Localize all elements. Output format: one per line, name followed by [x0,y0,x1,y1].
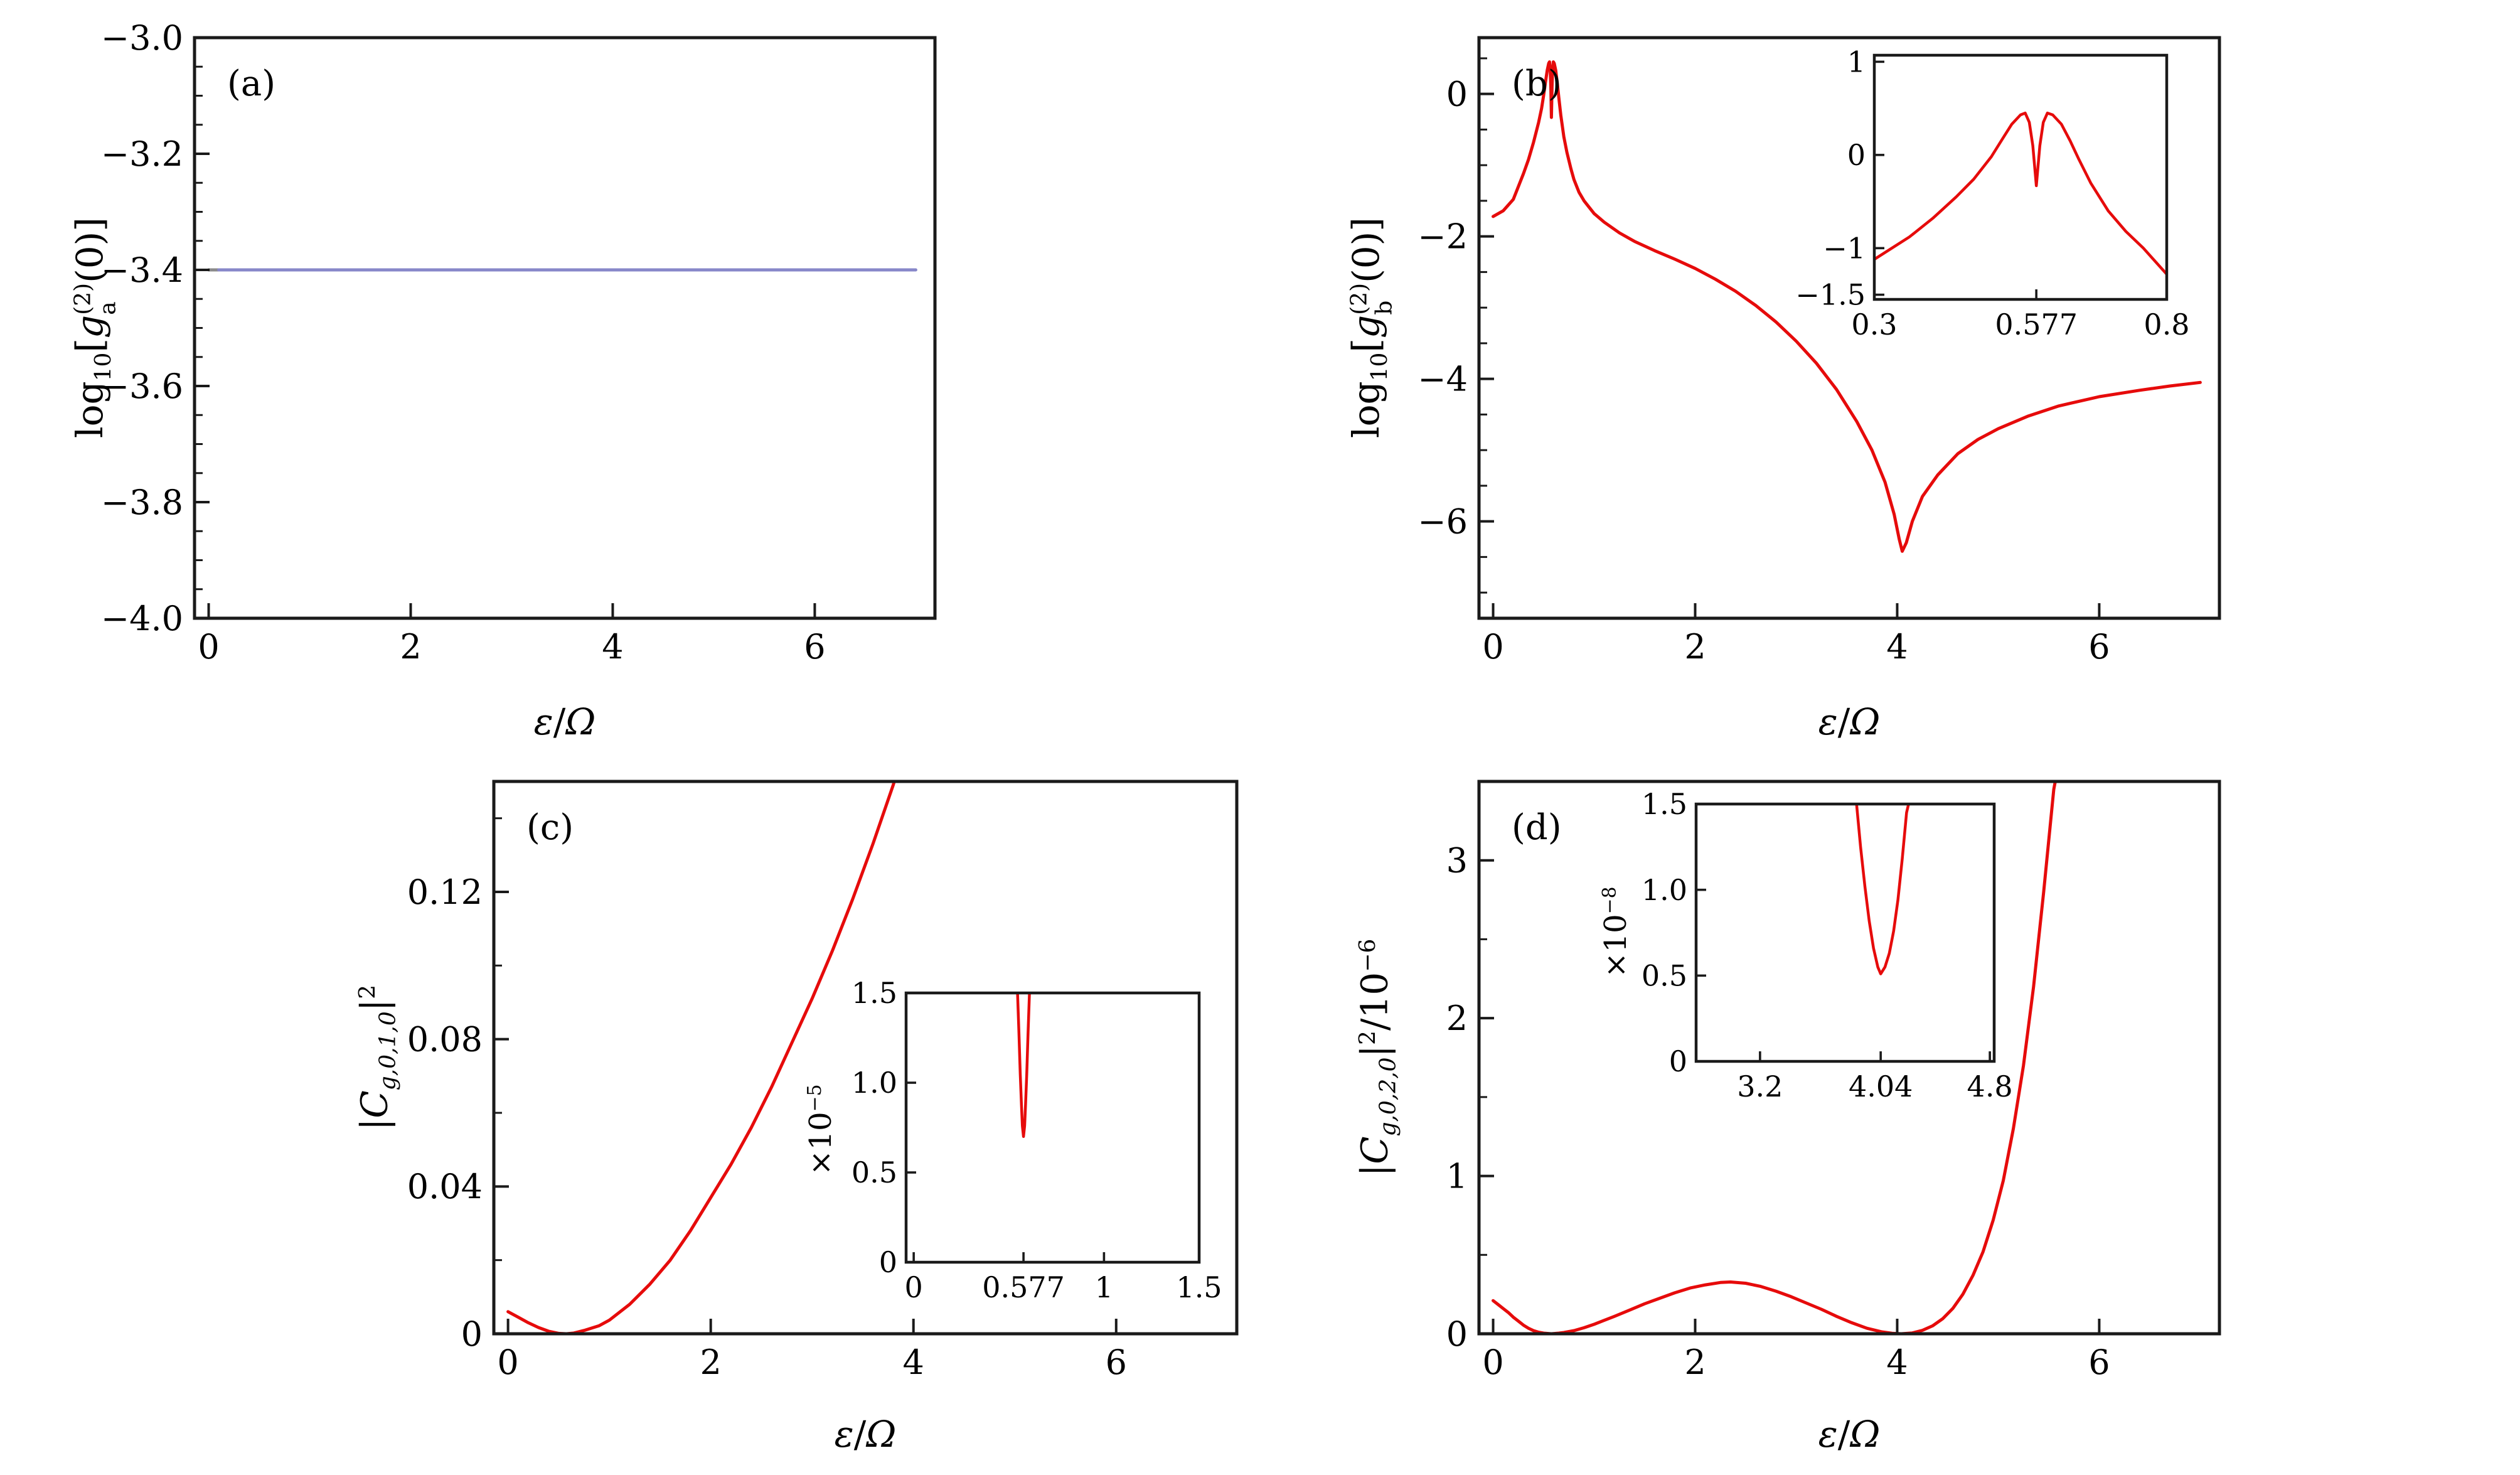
panel-b-inset-x-tick-label-2: 0.8 [2144,308,2189,341]
panel-d-curve-d-coefficient-curve [1492,781,2057,1334]
panel-d-inset-x-tick-label-0: 3.2 [1737,1070,1783,1103]
panel-a-ylabel: log10[g (2) a (0)] [68,217,120,438]
panel-b: 0 2 4 6 0 −2 −4 −6 (b) [1418,36,2221,667]
stacked-subsup: (2) a [70,282,120,315]
panel-c-inset: 0 0.577 1 1.5 0 0.5 1.0 1.5 [852,976,1222,1304]
panel-d-x-tick-label-1: 2 [1684,1343,1706,1382]
panel-a-x-tick-label-1: 2 [400,627,421,667]
panel-b-inset-frame [1872,53,2169,301]
panel-b-y-tick-label-0: 0 [1446,75,1468,114]
panel-a: 0 2 4 6 −3.0 −3.2 −3.4 −3.6 −3.8 −4.0 (a) [101,18,937,667]
panel-c-inset-y-tick-label-3: 1.5 [852,976,897,1010]
panel-b-x-tick-label-2: 4 [1886,627,1908,667]
panel-c-y-tick-label-3: 0.12 [407,872,483,912]
panel-b-inset-y-tick-label-3: −1.5 [1795,278,1866,312]
panel-d-x-tick-label-3: 6 [2088,1343,2110,1382]
panel-d-inset-x-tick-label-1: 4.04 [1849,1070,1913,1103]
panel-b-inset-x-tick-label-1: 0.577 [1995,308,2078,341]
panel-c-x-tick-label-0: 0 [497,1343,518,1382]
panel-d-inset-y-tick-label-1: 0.5 [1642,958,1687,992]
panel-c-inset-y-tick-label-0: 0 [879,1245,897,1279]
panel-a-y-tick-label-2: −3.4 [101,250,183,290]
panel-b-x-tick-label-0: 0 [1482,627,1503,667]
panel-d-y-tick-label-1: 1 [1446,1156,1468,1196]
panel-d-inset-y-tick-label-3: 1.5 [1642,787,1687,821]
panel-d-inset-y-tick-label-0: 0 [1669,1044,1687,1078]
panel-b-inset-y-tick-label-1: 0 [1847,138,1866,172]
panel-d-xlabel: ε/Ω [1818,1413,1881,1456]
panel-c-letter: (c) [526,807,574,848]
panel-b-letter: (b) [1512,63,1562,104]
panel-c-xlabel: ε/Ω [834,1413,897,1456]
panel-b-inset-x-tick-label-0: 0.3 [1851,308,1897,341]
panel-c-frame [492,780,1239,1336]
panel-b-curve-g2b-curve [1492,60,2202,553]
panel-a-x-tick-label-3: 6 [804,627,825,667]
panel-c-inset-curve-c-inset-notch [1016,993,1031,1139]
panel-c-x-tick-label-2: 4 [903,1343,924,1382]
panel-c-inset-y-tick-label-2: 1.0 [852,1066,897,1100]
panel-a-y-tick-label-5: −4.0 [101,599,183,638]
panel-d-y-tick-label-2: 2 [1446,999,1468,1038]
panel-b-y-tick-label-2: −4 [1418,360,1468,399]
panel-d-inset-curve-d-inset-dip [1855,804,1910,975]
panel-c-inset-scale-label: ×10−5 [803,1084,839,1176]
panel-d-inset: 3.2 4.04 4.8 0 0.5 1.0 1.5 [1642,787,2013,1103]
panel-c-x-tick-label-3: 6 [1106,1343,1127,1382]
panel-d-ylabel: |Cg,0,2,0|2/10−6 [1353,938,1401,1177]
panel-c-ylabel: |Cg,0,1,0|2 [353,984,401,1131]
panel-a-y-tick-label-0: −3.0 [101,18,183,58]
panel-d-letter: (d) [1512,807,1562,848]
panel-b-inset-y-tick-label-0: 1 [1847,45,1866,78]
panel-d-y-tick-label-0: 0 [1446,1314,1468,1354]
panel-b-x-tick-label-3: 6 [2088,627,2110,667]
panel-a-x-tick-label-0: 0 [198,627,219,667]
panel-d-inset-scale-label: ×10−8 [1598,886,1634,978]
panel-c-inset-y-tick-label-1: 0.5 [852,1156,897,1189]
panel-d-inset-y-tick-label-2: 1.0 [1642,873,1687,907]
panel-d-y-tick-label-3: 3 [1446,841,1468,881]
panel-d-inset-frame [1694,802,1996,1063]
panel-c: 0 2 4 6 0 0.04 0.08 0.12 (c) [407,780,1239,1382]
panel-b-inset: 0.3 0.577 0.8 1 0 −1 −1.5 [1795,45,2189,341]
panel-c-y-tick-label-0: 0 [461,1314,483,1354]
panel-c-y-tick-label-1: 0.04 [407,1167,483,1206]
panel-c-inset-frame [904,991,1201,1264]
panel-c-inset-x-tick-label-1: 0.577 [982,1270,1065,1304]
panel-b-ylabel: log10[g (2) b (0)] [1345,217,1397,438]
panel-b-x-tick-label-1: 2 [1684,627,1706,667]
panel-c-inset-x-tick-label-0: 0 [904,1270,922,1304]
panel-d-x-tick-label-2: 4 [1886,1343,1908,1382]
panel-a-x-tick-label-2: 4 [602,627,623,667]
panel-c-inset-x-tick-label-3: 1.5 [1176,1270,1222,1304]
panel-d-inset-x-tick-label-2: 4.8 [1967,1070,2013,1103]
panel-a-xlabel: ε/Ω [533,700,596,743]
panel-a-letter: (a) [227,63,275,104]
panel-b-y-tick-label-1: −2 [1418,217,1468,257]
panel-a-y-tick-label-3: −3.6 [101,367,183,406]
stacked-subsup: (2) b [1346,282,1397,315]
panel-b-y-tick-label-3: −6 [1418,502,1468,542]
panel-b-xlabel: ε/Ω [1818,700,1881,743]
panel-a-frame [193,36,937,620]
panel-b-inset-y-tick-label-2: −1 [1823,231,1866,265]
panel-c-y-tick-label-2: 0.08 [407,1020,483,1059]
panel-c-curve-c-coefficient-curve [506,781,896,1334]
panel-b-frame [1477,36,2221,620]
panel-a-y-tick-label-1: −3.2 [101,134,183,174]
panel-c-inset-x-tick-label-2: 1 [1095,1270,1113,1304]
panel-a-y-tick-label-4: −3.8 [101,483,183,522]
panel-b-inset-curve-g2b-inset-curve [1874,111,2167,276]
panel-d-frame [1477,780,2221,1336]
panel-d: 0 2 4 6 0 1 2 3 (d) [1446,780,2221,1382]
panel-c-x-tick-label-1: 2 [700,1343,721,1382]
panel-d-x-tick-label-0: 0 [1482,1343,1503,1382]
